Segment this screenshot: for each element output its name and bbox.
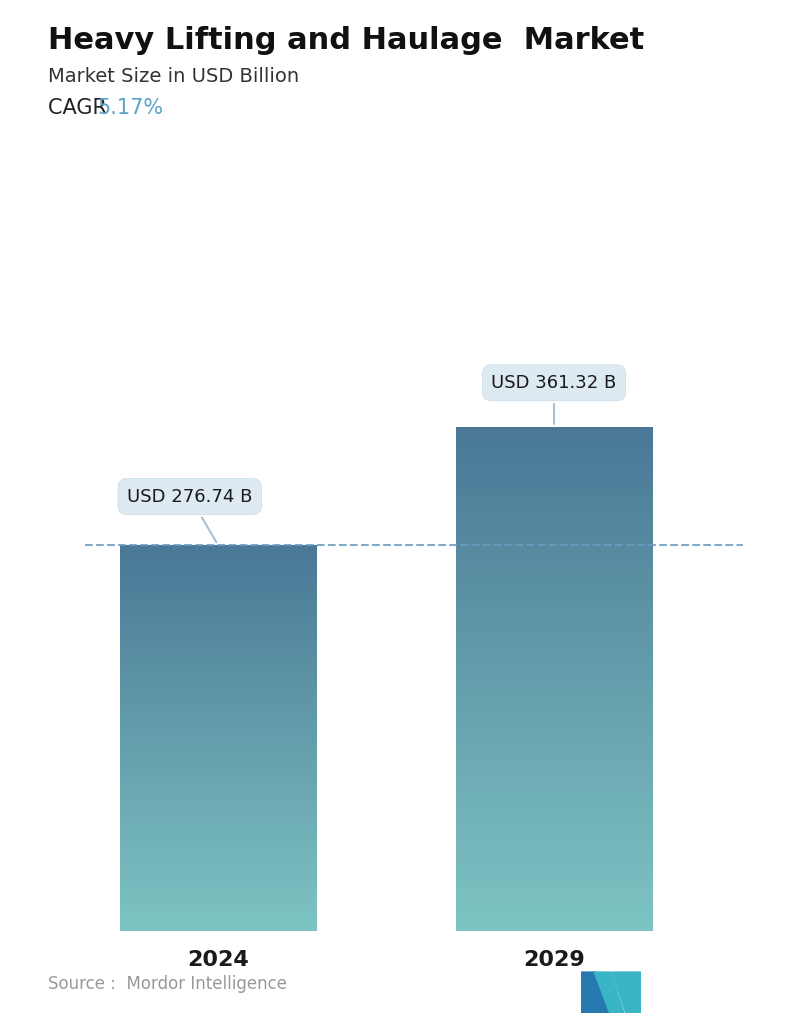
Polygon shape: [594, 972, 624, 1013]
Text: Heavy Lifting and Haulage  Market: Heavy Lifting and Haulage Market: [48, 26, 644, 55]
Text: USD 276.74 B: USD 276.74 B: [127, 488, 252, 542]
Polygon shape: [612, 972, 641, 1013]
Text: 5.17%: 5.17%: [97, 98, 163, 118]
Text: Source :  Mordor Intelligence: Source : Mordor Intelligence: [48, 975, 287, 993]
Polygon shape: [581, 972, 610, 1013]
Text: CAGR: CAGR: [48, 98, 113, 118]
Text: Market Size in USD Billion: Market Size in USD Billion: [48, 67, 298, 86]
Text: USD 361.32 B: USD 361.32 B: [491, 374, 617, 424]
